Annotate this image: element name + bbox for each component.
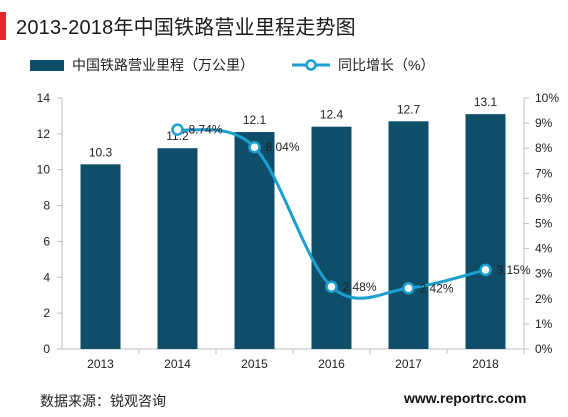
growth-point <box>325 280 338 294</box>
growth-point <box>248 140 261 154</box>
legend-line-swatch <box>292 59 330 71</box>
y-right-tick-label: 4% <box>535 242 553 256</box>
bar <box>157 148 198 349</box>
legend: 中国铁路营业里程（万公里） 同比增长（%） <box>30 55 472 75</box>
y-left-tick-label: 0 <box>43 342 50 356</box>
chart-title: 2013-2018年中国铁路营业里程走势图 <box>16 17 356 39</box>
growth-point <box>402 282 415 295</box>
growth-value-label: 8.74% <box>189 123 223 137</box>
y-right-tick-label: 9% <box>535 116 553 130</box>
x-tick-label: 2017 <box>395 357 422 371</box>
source-note: 数据来源：锐观咨询 <box>40 393 166 409</box>
y-right-tick-label: 1% <box>535 317 553 331</box>
y-left-tick-label: 6 <box>43 234 50 248</box>
bar-value-label: 11.2 <box>166 129 189 143</box>
y-left-tick-label: 2 <box>43 306 50 320</box>
y-right-tick-label: 0% <box>535 342 553 356</box>
bar-value-label: 12.1 <box>243 113 267 127</box>
bar <box>80 164 121 349</box>
growth-value-label: 2.48% <box>343 280 377 294</box>
x-tick-label: 2018 <box>472 357 499 371</box>
title-accent-bar <box>0 12 6 40</box>
bar <box>465 114 506 349</box>
y-left-tick-label: 14 <box>37 91 51 105</box>
x-tick-label: 2014 <box>164 357 191 371</box>
legend-item-bar: 中国铁路营业里程（万公里） <box>30 55 254 75</box>
y-right-tick-label: 8% <box>535 141 553 155</box>
bar-value-label: 13.1 <box>474 95 498 109</box>
bar <box>388 121 429 349</box>
y-left-tick-label: 4 <box>43 270 50 284</box>
y-left-tick-label: 8 <box>43 199 50 213</box>
y-right-tick-label: 5% <box>535 217 553 231</box>
legend-bar-label: 中国铁路营业里程（万公里） <box>72 57 254 73</box>
y-right-tick-label: 10% <box>535 91 559 105</box>
bar <box>311 126 352 349</box>
website-label: www.reportrc.com <box>404 390 527 406</box>
y-right-tick-label: 7% <box>535 166 553 180</box>
growth-line <box>177 128 486 300</box>
legend-item-line: 同比增长（%） <box>292 55 434 75</box>
bar-value-label: 12.7 <box>397 102 421 116</box>
growth-point <box>479 263 492 277</box>
x-tick-label: 2016 <box>318 357 345 371</box>
y-right-tick-label: 6% <box>535 191 553 205</box>
bar-value-label: 12.4 <box>320 108 344 122</box>
growth-value-label: 2.42% <box>420 281 454 295</box>
growth-value-label: 3.15% <box>497 263 531 277</box>
y-left-tick-label: 10 <box>37 163 51 177</box>
legend-line-label: 同比增长（%） <box>338 57 435 73</box>
y-right-tick-label: 3% <box>535 267 553 281</box>
y-left-tick-label: 12 <box>37 127 51 141</box>
legend-bar-swatch <box>30 59 64 71</box>
growth-value-label: 8.04% <box>266 140 300 154</box>
growth-point <box>171 123 184 136</box>
x-tick-label: 2013 <box>87 357 114 371</box>
y-right-tick-label: 2% <box>535 292 553 306</box>
bar-value-label: 10.3 <box>89 145 113 159</box>
x-tick-label: 2015 <box>241 357 268 371</box>
